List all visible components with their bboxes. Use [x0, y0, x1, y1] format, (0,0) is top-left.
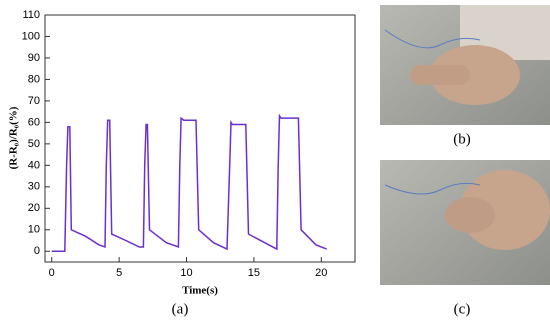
y-tick-label: 20 — [28, 202, 40, 214]
x-tick-label: 15 — [248, 267, 260, 279]
y-tick-label: 100 — [22, 30, 40, 42]
photo-b — [380, 5, 550, 125]
y-axis-label: (R-R₀)/R₀(%) — [8, 106, 20, 169]
y-tick-label: 60 — [28, 116, 40, 128]
y-tick-label: 0 — [34, 245, 40, 257]
y-tick-label: 30 — [28, 181, 40, 193]
x-tick-label: 20 — [315, 267, 327, 279]
panel-label: (c) — [454, 301, 471, 317]
x-tick-label: 0 — [49, 267, 55, 279]
data-line — [51, 113, 327, 253]
y-tick-label: 110 — [22, 9, 40, 21]
y-tick-label: 70 — [28, 95, 40, 107]
y-tick-label: 90 — [28, 52, 40, 64]
x-tick-label: 5 — [116, 267, 122, 279]
y-tick-label: 40 — [28, 159, 40, 171]
plot-frame — [44, 14, 356, 263]
photo-c — [380, 160, 550, 285]
panel-label: (a) — [172, 301, 189, 317]
x-axis-label: Time(s) — [182, 285, 218, 297]
y-tick-label: 10 — [28, 224, 40, 236]
panel-label: (b) — [453, 131, 471, 147]
y-tick-label: 80 — [28, 73, 40, 85]
y-tick-label: 50 — [28, 138, 40, 150]
x-tick-label: 10 — [180, 267, 192, 279]
